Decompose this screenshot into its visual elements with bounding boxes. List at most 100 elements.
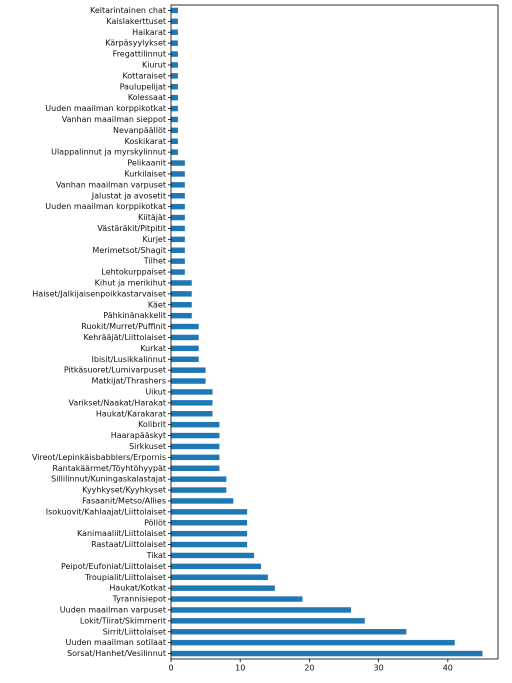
bar	[171, 345, 199, 352]
y-tick-label: Haarapääskyt	[111, 431, 166, 440]
x-tick-label: 30	[374, 664, 384, 673]
bar	[171, 432, 220, 439]
y-tick-label: Pöllöt	[144, 518, 166, 527]
bar	[171, 530, 248, 537]
y-tick-label: Haikarat	[132, 28, 166, 37]
bar	[171, 94, 178, 101]
bar	[171, 552, 255, 559]
y-tick-label: Tikat	[146, 551, 166, 560]
y-tick-label: Sirkkuset	[129, 442, 166, 451]
bar	[171, 171, 185, 177]
y-tick-label: Kottaraiset	[122, 71, 166, 80]
bar	[171, 607, 351, 613]
bar	[171, 280, 192, 286]
y-tick-label: Västäräkit/Pitpitit	[97, 224, 166, 233]
bar	[171, 596, 303, 602]
y-tick-label: Fregattilinnut	[113, 50, 166, 59]
y-tick-label: Troupialit/Liittolaiset	[84, 573, 166, 582]
y-tick-label: Vanhan maailman sieppot	[62, 115, 166, 124]
y-tick-label: Uikut	[145, 387, 166, 396]
bar	[171, 323, 199, 330]
y-tick-label: Ulappalinnut ja myrskylinnut	[51, 148, 166, 157]
bar	[171, 520, 248, 526]
y-tick-label: Varikset/Naakat/Harakat	[69, 398, 166, 407]
bar	[171, 225, 185, 232]
y-tick-label: Koskikarat	[125, 137, 167, 146]
y-tick-label: Kaislakerttuset	[106, 17, 166, 26]
bar	[171, 509, 248, 515]
y-tick-label: Sillilinnut/Kuningaskalastajat	[51, 475, 166, 484]
y-tick-label: Käet	[148, 300, 166, 309]
bar	[171, 334, 199, 341]
y-tick-label: Nevanpäällöt	[113, 126, 166, 135]
y-tick-label: Kyyhkyset/Kyyhkyset	[82, 486, 166, 495]
y-tick-label: Rantakäärmet/Töyhtöhyypät	[52, 464, 166, 473]
y-tick-label: Kolibrit	[138, 420, 166, 429]
bar	[171, 29, 178, 35]
bar	[171, 618, 365, 624]
bar	[171, 193, 185, 199]
bar	[171, 476, 227, 482]
bar	[171, 443, 220, 450]
y-tick-label: Pähkinänakkelit	[103, 311, 166, 320]
y-tick-label: Rastaat/Liittolaiset	[91, 540, 166, 549]
y-tick-label: Kurkilaiset	[124, 169, 166, 178]
bar	[171, 149, 178, 155]
y-tick-label: Vireot/Lepinkäisbabblers/Erpornis	[32, 453, 166, 462]
bar	[171, 487, 227, 493]
y-tick-label: Uuden maailman varpuset	[60, 605, 166, 614]
bar	[171, 454, 220, 461]
y-tick-label: Tilhet	[143, 257, 166, 266]
y-tick-label: Pelikaanit	[127, 159, 166, 168]
bar	[171, 258, 185, 264]
x-tick-label: 10	[235, 664, 245, 673]
bar	[171, 639, 455, 646]
y-tick-label: Kihut ja merikihut	[95, 278, 166, 287]
y-tick-label: Kehrääjät/Liittolaiset	[83, 333, 166, 342]
y-tick-label: Kärpäsyylykset	[105, 39, 166, 48]
bar	[171, 650, 483, 657]
bar	[171, 247, 185, 253]
y-tick-label: Kolessaat	[128, 93, 166, 102]
bar	[171, 585, 275, 591]
plot-frame	[170, 4, 499, 660]
bar	[171, 203, 185, 210]
bar	[171, 160, 185, 166]
bar	[171, 105, 178, 112]
x-tick-label: 0	[168, 664, 173, 673]
bar	[171, 498, 234, 504]
y-tick-label: Fasaanit/Metso/Allies	[82, 496, 166, 505]
bar	[171, 127, 178, 134]
y-tick-label: Kiitäjät	[138, 213, 166, 222]
y-tick-label: Paulupelijat	[120, 82, 166, 91]
bar	[171, 138, 178, 144]
y-tick-label: Keltarintainen chat	[90, 6, 166, 15]
y-tick-label: Sorsat/Hanhet/Vesilinnut	[67, 649, 166, 658]
bar	[171, 541, 248, 548]
y-tick-label: Uuden maailman sotilaat	[66, 638, 166, 647]
bar	[171, 116, 178, 123]
y-tick-label: Merimetsot/Shagit	[92, 246, 166, 255]
bar	[171, 73, 178, 79]
bar	[171, 18, 178, 25]
bar	[171, 421, 220, 428]
bar	[171, 629, 407, 635]
bar	[171, 465, 220, 471]
y-tick-label: Sirrit/Liittolaiset	[103, 627, 166, 636]
bar	[171, 269, 185, 275]
bar	[171, 312, 192, 319]
y-tick-label: Isokuovit/Kahlaajat/Liittolaiset	[46, 507, 166, 516]
y-tick-label: Kurjet	[143, 235, 167, 244]
y-tick-label: Matkijat/Thrashers	[91, 377, 166, 386]
bar	[171, 411, 213, 417]
bar	[171, 400, 213, 406]
bar	[171, 389, 213, 395]
bar	[171, 291, 192, 297]
y-tick-label: Ibisit/Lusikkalinnut	[92, 355, 166, 364]
y-tick-label: Haukat/Karakarat	[96, 409, 166, 418]
y-tick-label: Uuden maailman korppikotkat	[45, 202, 166, 211]
y-tick-label: Ruokit/Murret/Puffinit	[81, 322, 166, 331]
bar	[171, 7, 178, 14]
bar	[171, 356, 199, 362]
y-tick-label: Haukat/Kotkat	[109, 584, 166, 593]
